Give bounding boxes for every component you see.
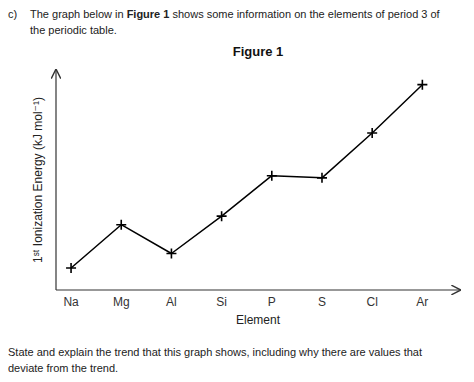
point-marker xyxy=(116,220,126,230)
point-marker xyxy=(367,128,377,138)
point-marker xyxy=(267,171,277,181)
intro-text-part: The graph below in xyxy=(30,8,127,20)
intro-text: The graph below in Figure 1 shows some i… xyxy=(30,8,441,20)
background xyxy=(0,0,474,382)
x-tick-label: Si xyxy=(216,295,227,309)
chart: c) The graph below in Figure 1 shows some… xyxy=(0,0,474,382)
y-axis xyxy=(55,70,56,290)
point-marker xyxy=(217,211,227,221)
point-marker xyxy=(417,80,427,90)
x-tick-label: Na xyxy=(63,295,79,309)
point-marker xyxy=(166,249,176,259)
x-tick-label: S xyxy=(318,295,326,309)
x-axis-label: Element xyxy=(236,313,281,327)
question-label: c) xyxy=(8,8,17,20)
x-axis xyxy=(56,289,460,290)
intro-text-part: shows some information on the elements o… xyxy=(169,8,440,20)
question-text: State and explain the trend that this gr… xyxy=(8,346,422,358)
point-marker xyxy=(66,263,76,273)
x-tick-label: Ar xyxy=(416,295,428,309)
intro-text: the periodic table. xyxy=(30,24,117,36)
chart-title: Figure 1 xyxy=(233,44,284,59)
x-tick-label: Mg xyxy=(113,295,130,309)
point-marker xyxy=(317,173,327,183)
x-tick-label: Al xyxy=(166,295,177,309)
x-tick-label: P xyxy=(268,295,276,309)
x-tick-label: Cl xyxy=(367,295,378,309)
plot-area xyxy=(66,80,427,273)
question-text: deviate from the trend. xyxy=(8,362,118,374)
intro-text-part: Figure 1 xyxy=(127,8,170,20)
y-axis-label: 1ˢᵗ Ionization Energy (kJ mol⁻¹) xyxy=(31,97,45,263)
line xyxy=(71,85,422,268)
